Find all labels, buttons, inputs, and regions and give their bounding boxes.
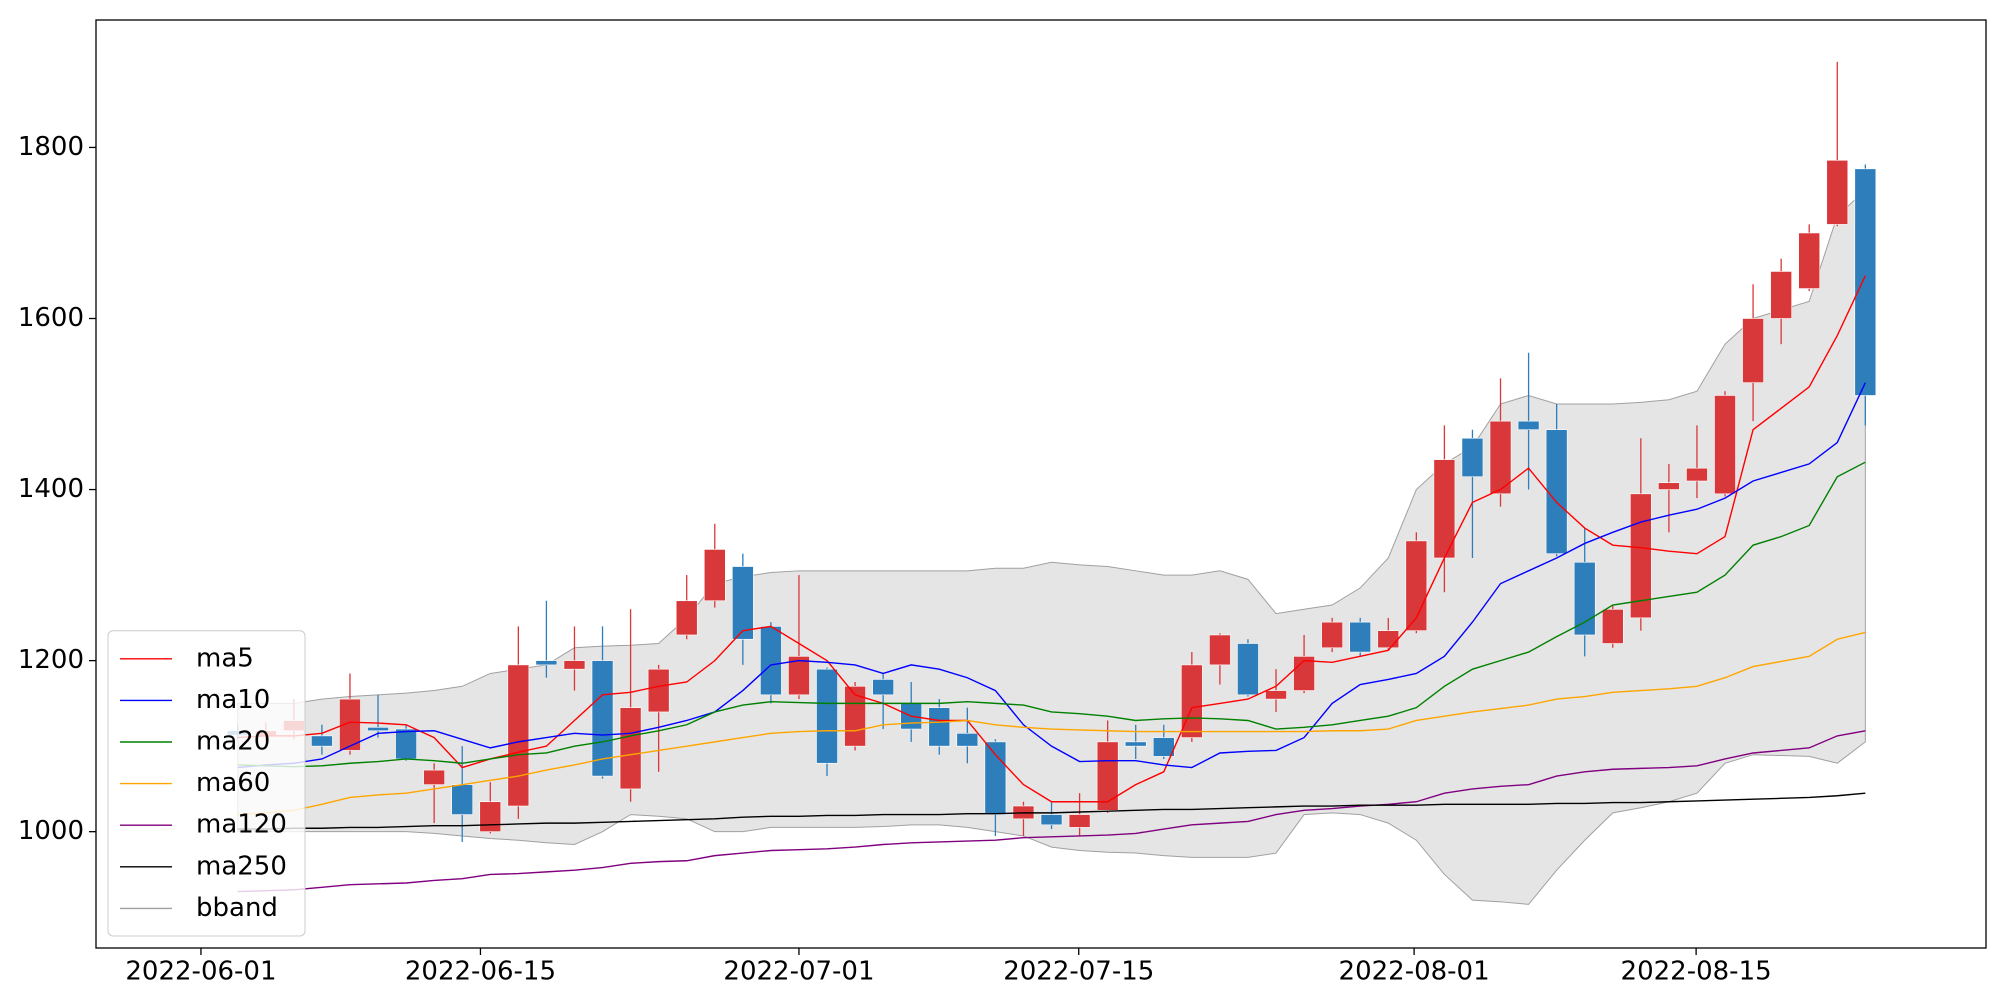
- candle-body: [1209, 634, 1231, 666]
- candle-body: [1573, 561, 1596, 636]
- candle-body: [563, 660, 586, 670]
- x-tick-label: 2022-07-15: [1003, 957, 1154, 987]
- candle-body: [451, 784, 474, 815]
- candle-body: [339, 698, 361, 751]
- candle-body: [647, 668, 670, 713]
- candle-body: [535, 660, 558, 666]
- candle-body: [703, 549, 726, 602]
- ticks: 1000 1200 1400 1600 1800 2022-06-01 2022-06-15…: [18, 132, 1772, 987]
- legend-label: ma60: [196, 768, 270, 798]
- y-tick-label: 1200: [18, 645, 84, 675]
- candle-body: [1237, 643, 1259, 696]
- candle-body: [1096, 741, 1119, 811]
- candle-body: [1686, 467, 1708, 482]
- candle-body: [1517, 420, 1540, 430]
- candle-body: [872, 679, 894, 696]
- candle-body: [423, 769, 445, 785]
- candle-body: [1349, 621, 1372, 653]
- candle-body: [732, 566, 754, 640]
- legend-label: ma5: [196, 643, 254, 673]
- legend-box: [107, 630, 306, 937]
- x-tick-label: 2022-08-01: [1339, 957, 1490, 987]
- ma-line: [237, 382, 1866, 769]
- candle-body: [816, 668, 838, 764]
- x-tick-label: 2022-08-15: [1621, 957, 1772, 987]
- candle-body: [507, 664, 530, 807]
- y-tick-label: 1600: [18, 303, 84, 333]
- candle-body: [1377, 630, 1400, 649]
- candle-body: [1798, 232, 1821, 289]
- candle-body: [1040, 814, 1063, 826]
- candle-body: [1181, 664, 1203, 738]
- plot-area: [226, 61, 1877, 905]
- legend-label: ma250: [196, 851, 287, 881]
- candle-body: [1461, 437, 1484, 478]
- candle-body: [1854, 168, 1877, 396]
- y-tick-label: 1400: [18, 474, 84, 504]
- candle-body: [956, 733, 979, 747]
- legend-label: ma20: [196, 727, 270, 757]
- x-tick-label: 2022-06-15: [405, 957, 556, 987]
- candle-body: [1826, 159, 1849, 225]
- legend-label: bband: [196, 893, 278, 923]
- ma-line: [237, 631, 1866, 816]
- y-tick-label: 1800: [18, 132, 84, 162]
- legend-label: ma120: [196, 810, 287, 840]
- candle-body: [395, 728, 417, 760]
- ma-line: [237, 730, 1866, 893]
- legend: ma5 ma10 ma20 ma60 ma120 ma250 bband: [107, 630, 306, 937]
- legend-label: ma10: [196, 685, 270, 715]
- candle-body: [479, 801, 502, 832]
- ma-line: [237, 792, 1866, 830]
- candle-body: [1265, 690, 1287, 700]
- candle-body: [1714, 395, 1736, 495]
- candle-body: [1601, 609, 1624, 644]
- candle-body: [984, 741, 1007, 815]
- candle-body: [1068, 814, 1091, 828]
- candle-body: [1124, 741, 1147, 747]
- candle-body: [1658, 482, 1680, 490]
- bollinger-band: [237, 189, 1866, 905]
- candle-body: [1489, 420, 1512, 495]
- candle-body: [760, 626, 782, 696]
- candle-body: [1770, 271, 1792, 319]
- candle-body: [311, 735, 333, 747]
- candle-body: [1321, 621, 1343, 649]
- ma-line: [237, 275, 1866, 803]
- candle-body: [1630, 493, 1652, 619]
- axes-frame: [95, 19, 1987, 949]
- ma-line: [237, 461, 1866, 768]
- x-tick-label: 2022-07-01: [723, 957, 874, 987]
- candle-body: [591, 660, 614, 777]
- candle-body: [788, 656, 810, 696]
- candle-body: [1545, 429, 1568, 555]
- candle-body: [367, 727, 389, 732]
- candle-body: [675, 600, 698, 636]
- candle-body: [619, 707, 642, 790]
- candle-body: [928, 707, 951, 747]
- candle-body: [1742, 318, 1764, 383]
- x-tick-label: 2022-06-01: [125, 957, 276, 987]
- y-tick-label: 1000: [18, 816, 84, 846]
